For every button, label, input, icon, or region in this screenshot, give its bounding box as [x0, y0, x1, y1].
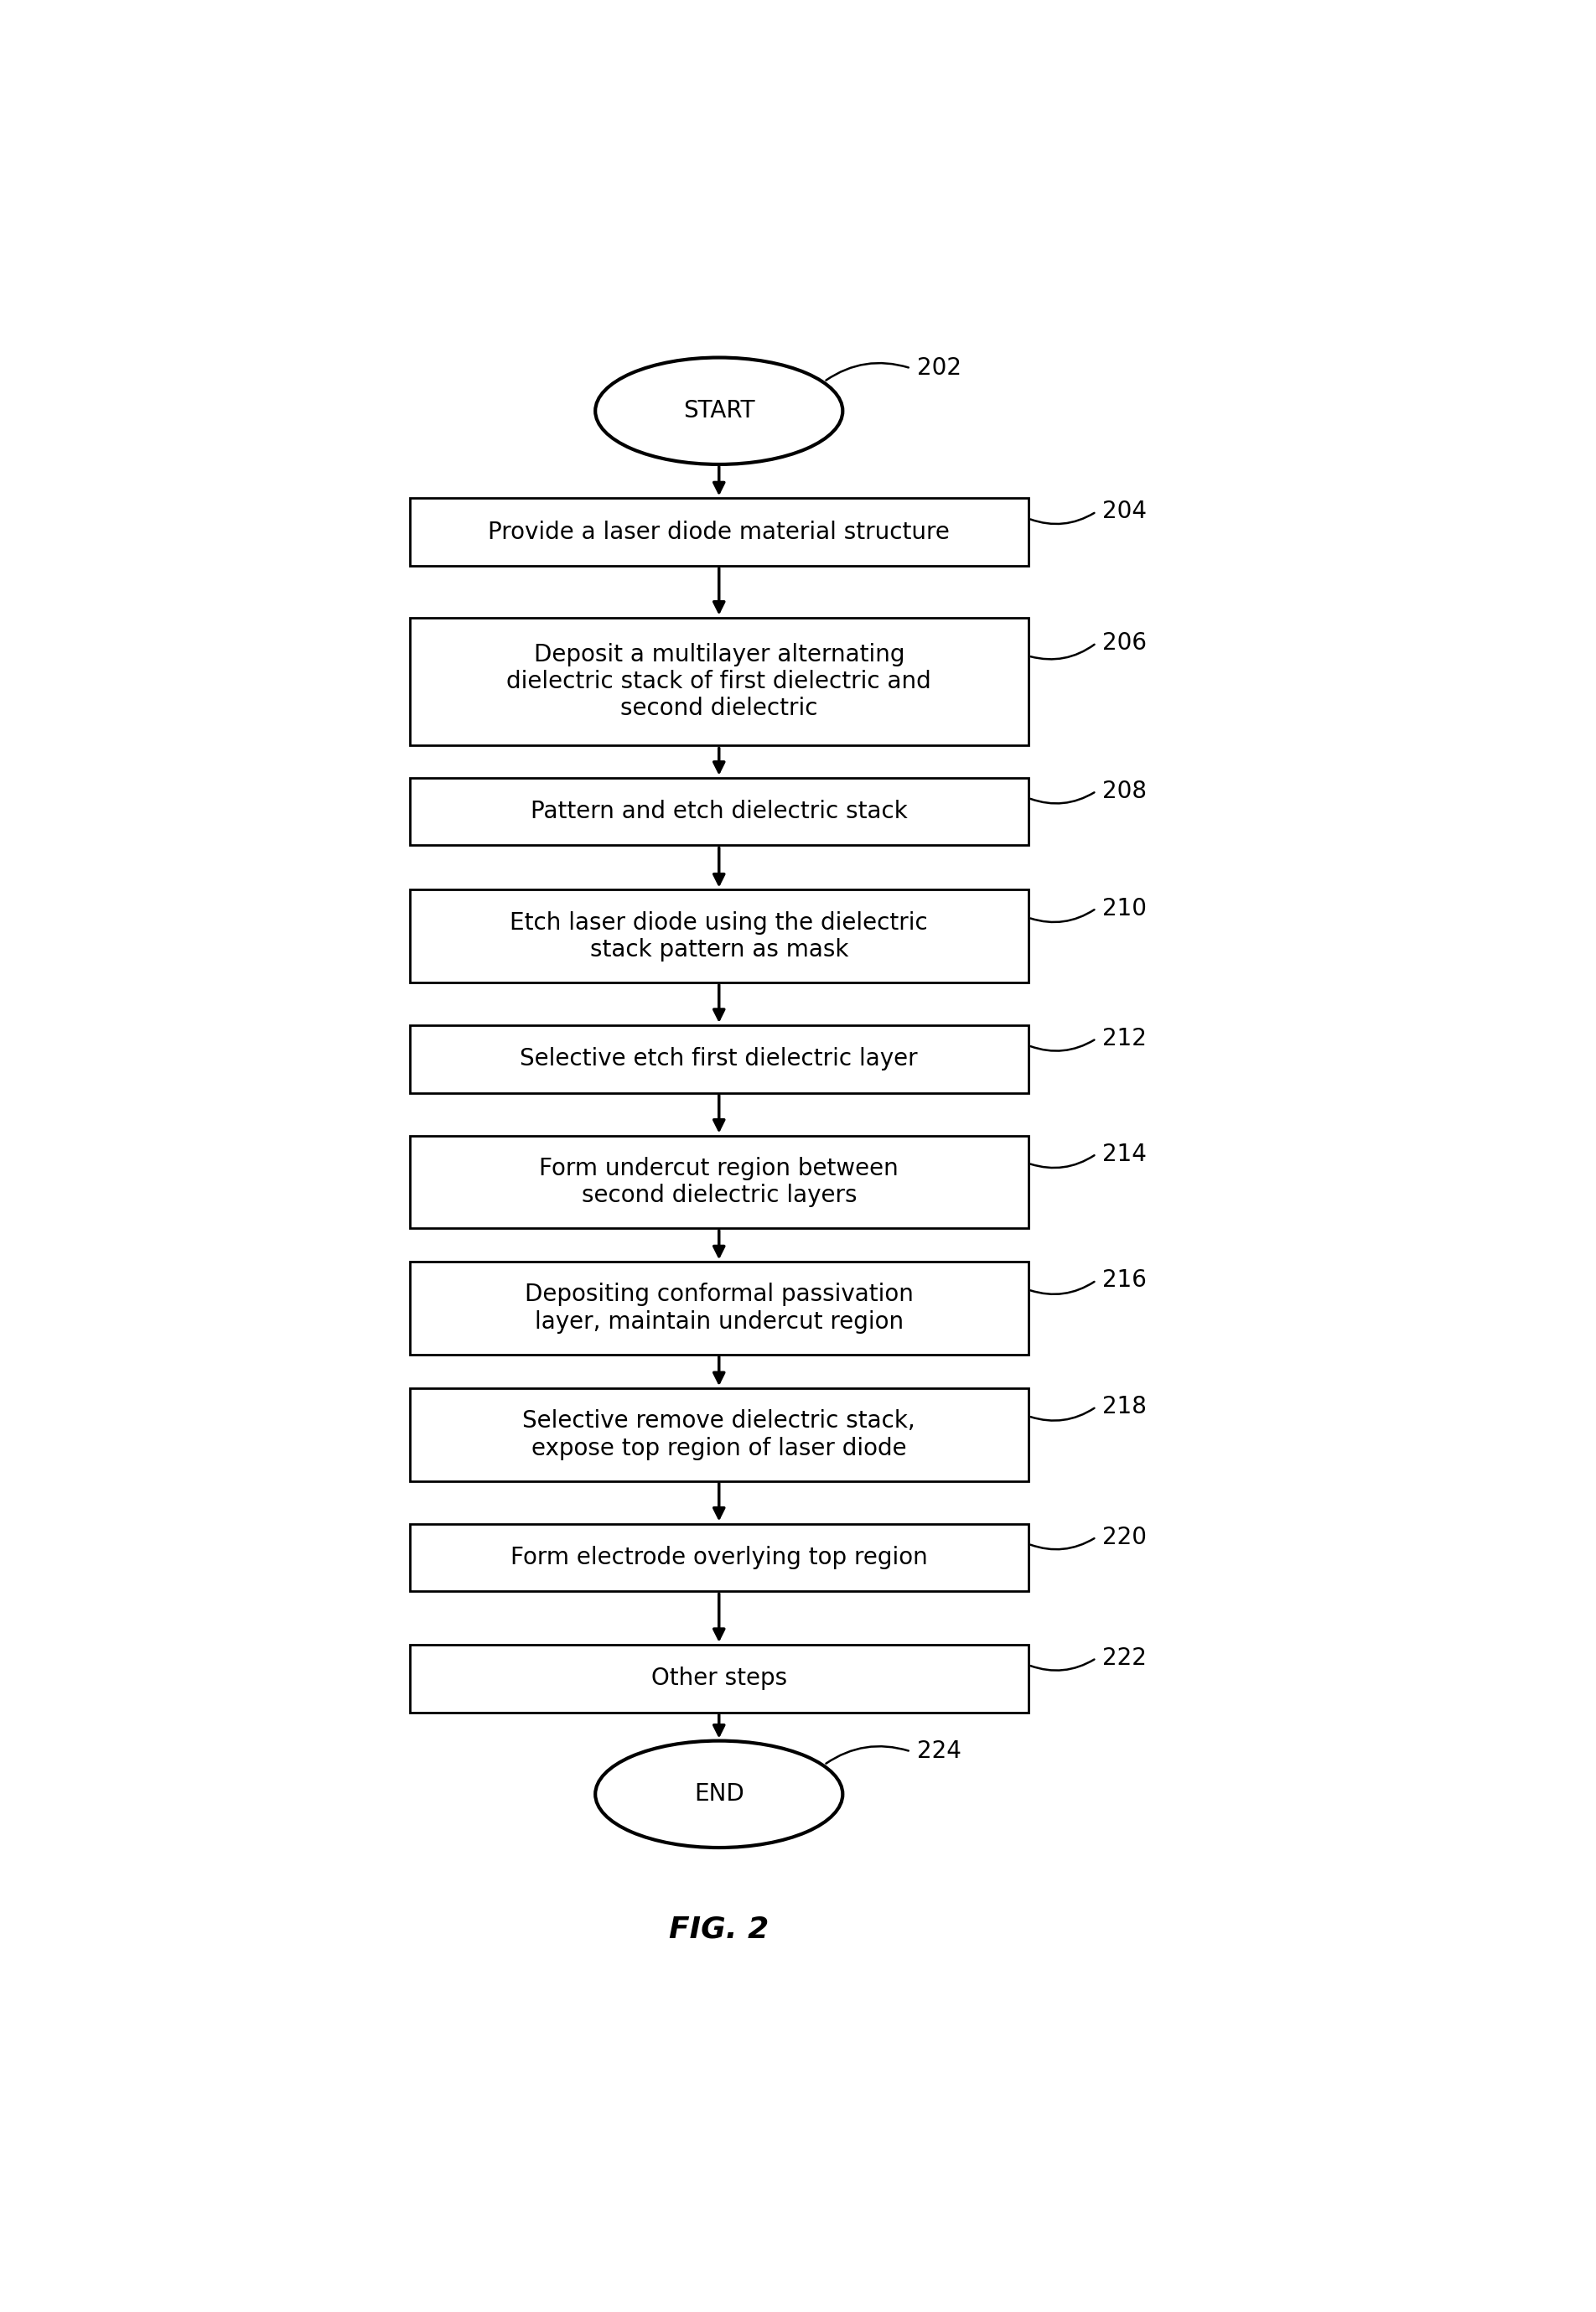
- Text: 204: 204: [1103, 499, 1148, 523]
- FancyBboxPatch shape: [410, 777, 1028, 846]
- Text: Deposit a multilayer alternating
dielectric stack of first dielectric and
second: Deposit a multilayer alternating dielect…: [506, 643, 932, 721]
- Text: Depositing conformal passivation
layer, maintain undercut region: Depositing conformal passivation layer, …: [525, 1283, 913, 1334]
- Text: Other steps: Other steps: [651, 1667, 787, 1690]
- Text: Etch laser diode using the dielectric
stack pattern as mask: Etch laser diode using the dielectric st…: [511, 911, 927, 962]
- Text: START: START: [683, 400, 755, 423]
- FancyBboxPatch shape: [410, 1024, 1028, 1094]
- Text: Form electrode overlying top region: Form electrode overlying top region: [511, 1547, 927, 1570]
- Ellipse shape: [595, 358, 843, 465]
- Text: 222: 222: [1103, 1646, 1148, 1669]
- Text: 206: 206: [1103, 631, 1148, 654]
- Text: Pattern and etch dielectric stack: Pattern and etch dielectric stack: [530, 800, 908, 823]
- Text: Form undercut region between
second dielectric layers: Form undercut region between second diel…: [539, 1156, 899, 1207]
- FancyBboxPatch shape: [410, 1262, 1028, 1355]
- FancyBboxPatch shape: [410, 890, 1028, 983]
- Text: Selective etch first dielectric layer: Selective etch first dielectric layer: [520, 1047, 918, 1070]
- Text: 210: 210: [1103, 897, 1148, 920]
- Text: 214: 214: [1103, 1142, 1148, 1165]
- Text: Selective remove dielectric stack,
expose top region of laser diode: Selective remove dielectric stack, expos…: [522, 1410, 916, 1459]
- FancyBboxPatch shape: [410, 1524, 1028, 1591]
- FancyBboxPatch shape: [410, 617, 1028, 747]
- FancyBboxPatch shape: [410, 497, 1028, 566]
- Text: 218: 218: [1103, 1394, 1148, 1420]
- Text: 208: 208: [1103, 779, 1148, 802]
- Text: END: END: [694, 1783, 744, 1806]
- Text: 224: 224: [918, 1739, 961, 1764]
- FancyBboxPatch shape: [410, 1135, 1028, 1228]
- Text: Provide a laser diode material structure: Provide a laser diode material structure: [488, 520, 950, 543]
- Text: 220: 220: [1103, 1526, 1148, 1549]
- Text: 202: 202: [918, 356, 961, 379]
- Ellipse shape: [595, 1741, 843, 1847]
- Text: 216: 216: [1103, 1269, 1148, 1292]
- Text: FIG. 2: FIG. 2: [669, 1914, 769, 1944]
- Text: 212: 212: [1103, 1027, 1148, 1050]
- FancyBboxPatch shape: [410, 1644, 1028, 1713]
- FancyBboxPatch shape: [410, 1387, 1028, 1482]
